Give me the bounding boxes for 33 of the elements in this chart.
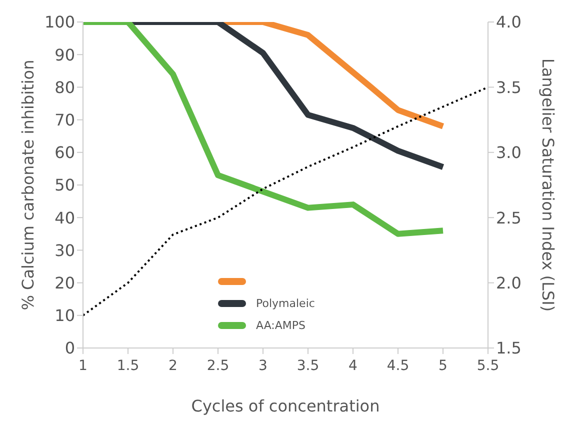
y-tick-label: 80 — [54, 78, 75, 97]
y-tick-label: 30 — [54, 240, 75, 260]
x-tick-label: 4.5 — [386, 358, 410, 374]
x-axis-title: Cycles of concentration — [191, 396, 380, 416]
x-tick-label: 2.5 — [206, 358, 230, 374]
legend-label: Polymaleic — [256, 296, 315, 310]
y2-tick-label: 2.5 — [496, 208, 522, 228]
x-tick-label: 1.5 — [116, 358, 140, 374]
y2-tick-label: 3.5 — [496, 78, 522, 97]
y-axis-title: % Calcium carbonate inhibition — [18, 60, 38, 310]
y2-tick-label: 2.0 — [496, 273, 522, 292]
x-tick-label: 5 — [438, 358, 448, 374]
y-tick-label: 90 — [54, 45, 75, 64]
y-tick-label: 20 — [54, 273, 75, 292]
y2-axis-title: Langelier Saturation Index (LSI) — [538, 58, 558, 312]
y2-tick-label: 3.0 — [496, 143, 522, 162]
y-tick-label: 70 — [54, 110, 75, 130]
x-tick-label: 4 — [348, 358, 358, 374]
y-tick-label: 10 — [54, 306, 75, 326]
y-tick-label: 40 — [54, 208, 75, 228]
y2-tick-label: 4.0 — [496, 12, 522, 32]
x-tick-label: 3.5 — [296, 358, 320, 374]
x-tick-label: 1 — [78, 358, 88, 374]
x-tick-label: 2 — [168, 358, 178, 374]
y-tick-label: 50 — [54, 176, 75, 195]
line-series — [83, 86, 488, 316]
x-tick-label: 3 — [258, 358, 268, 374]
y-tick-label: 60 — [54, 143, 75, 162]
y2-tick-label: 1.5 — [496, 338, 522, 358]
y-tick-label: 100 — [44, 12, 75, 32]
legend-label: AA:AMPS — [256, 318, 306, 332]
x-tick-label: 5.5 — [476, 358, 500, 374]
y-tick-label: 0 — [64, 338, 75, 358]
